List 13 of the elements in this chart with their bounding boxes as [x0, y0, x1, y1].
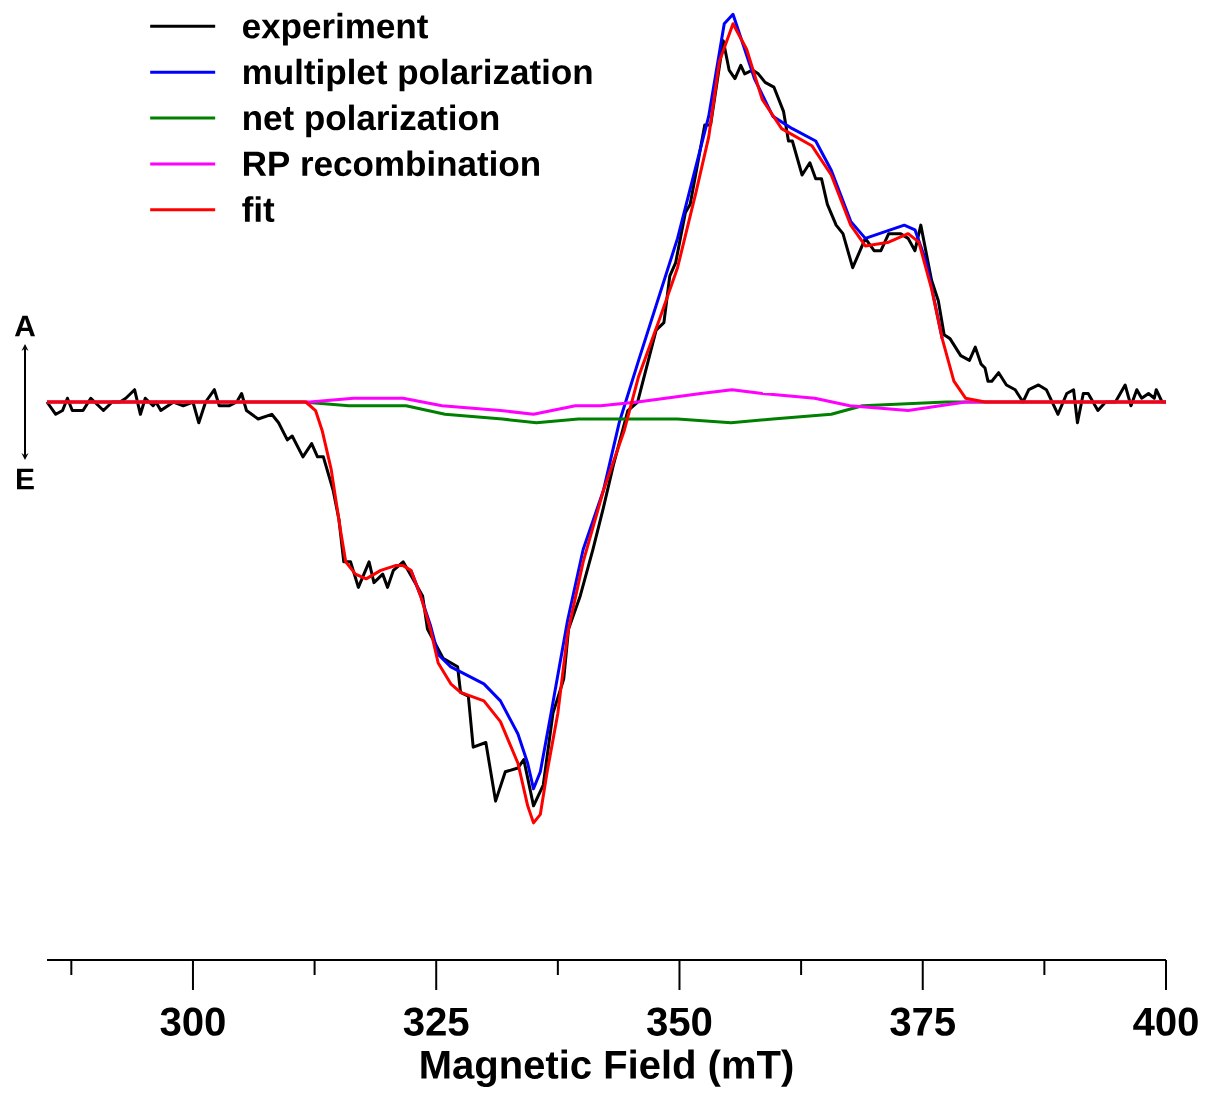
legend-label: RP recombination [244, 150, 539, 177]
legend-label: multiplet polarization [243, 58, 592, 92]
x-tick-label: 375 [890, 1007, 955, 1036]
x-tick-label: 350 [647, 1007, 712, 1036]
x-axis-title: Magnetic Field (mT) [421, 1049, 793, 1087]
x-tick-label: 325 [403, 1007, 469, 1036]
text: A [14, 315, 36, 337]
x-tick-label: 300 [160, 1007, 225, 1036]
x-tick-label: 400 [1133, 1007, 1198, 1036]
text: E [17, 468, 34, 490]
legend-label: fit [242, 196, 275, 222]
legend-label: experiment [243, 12, 428, 46]
legend-label: net polarization [243, 104, 499, 138]
